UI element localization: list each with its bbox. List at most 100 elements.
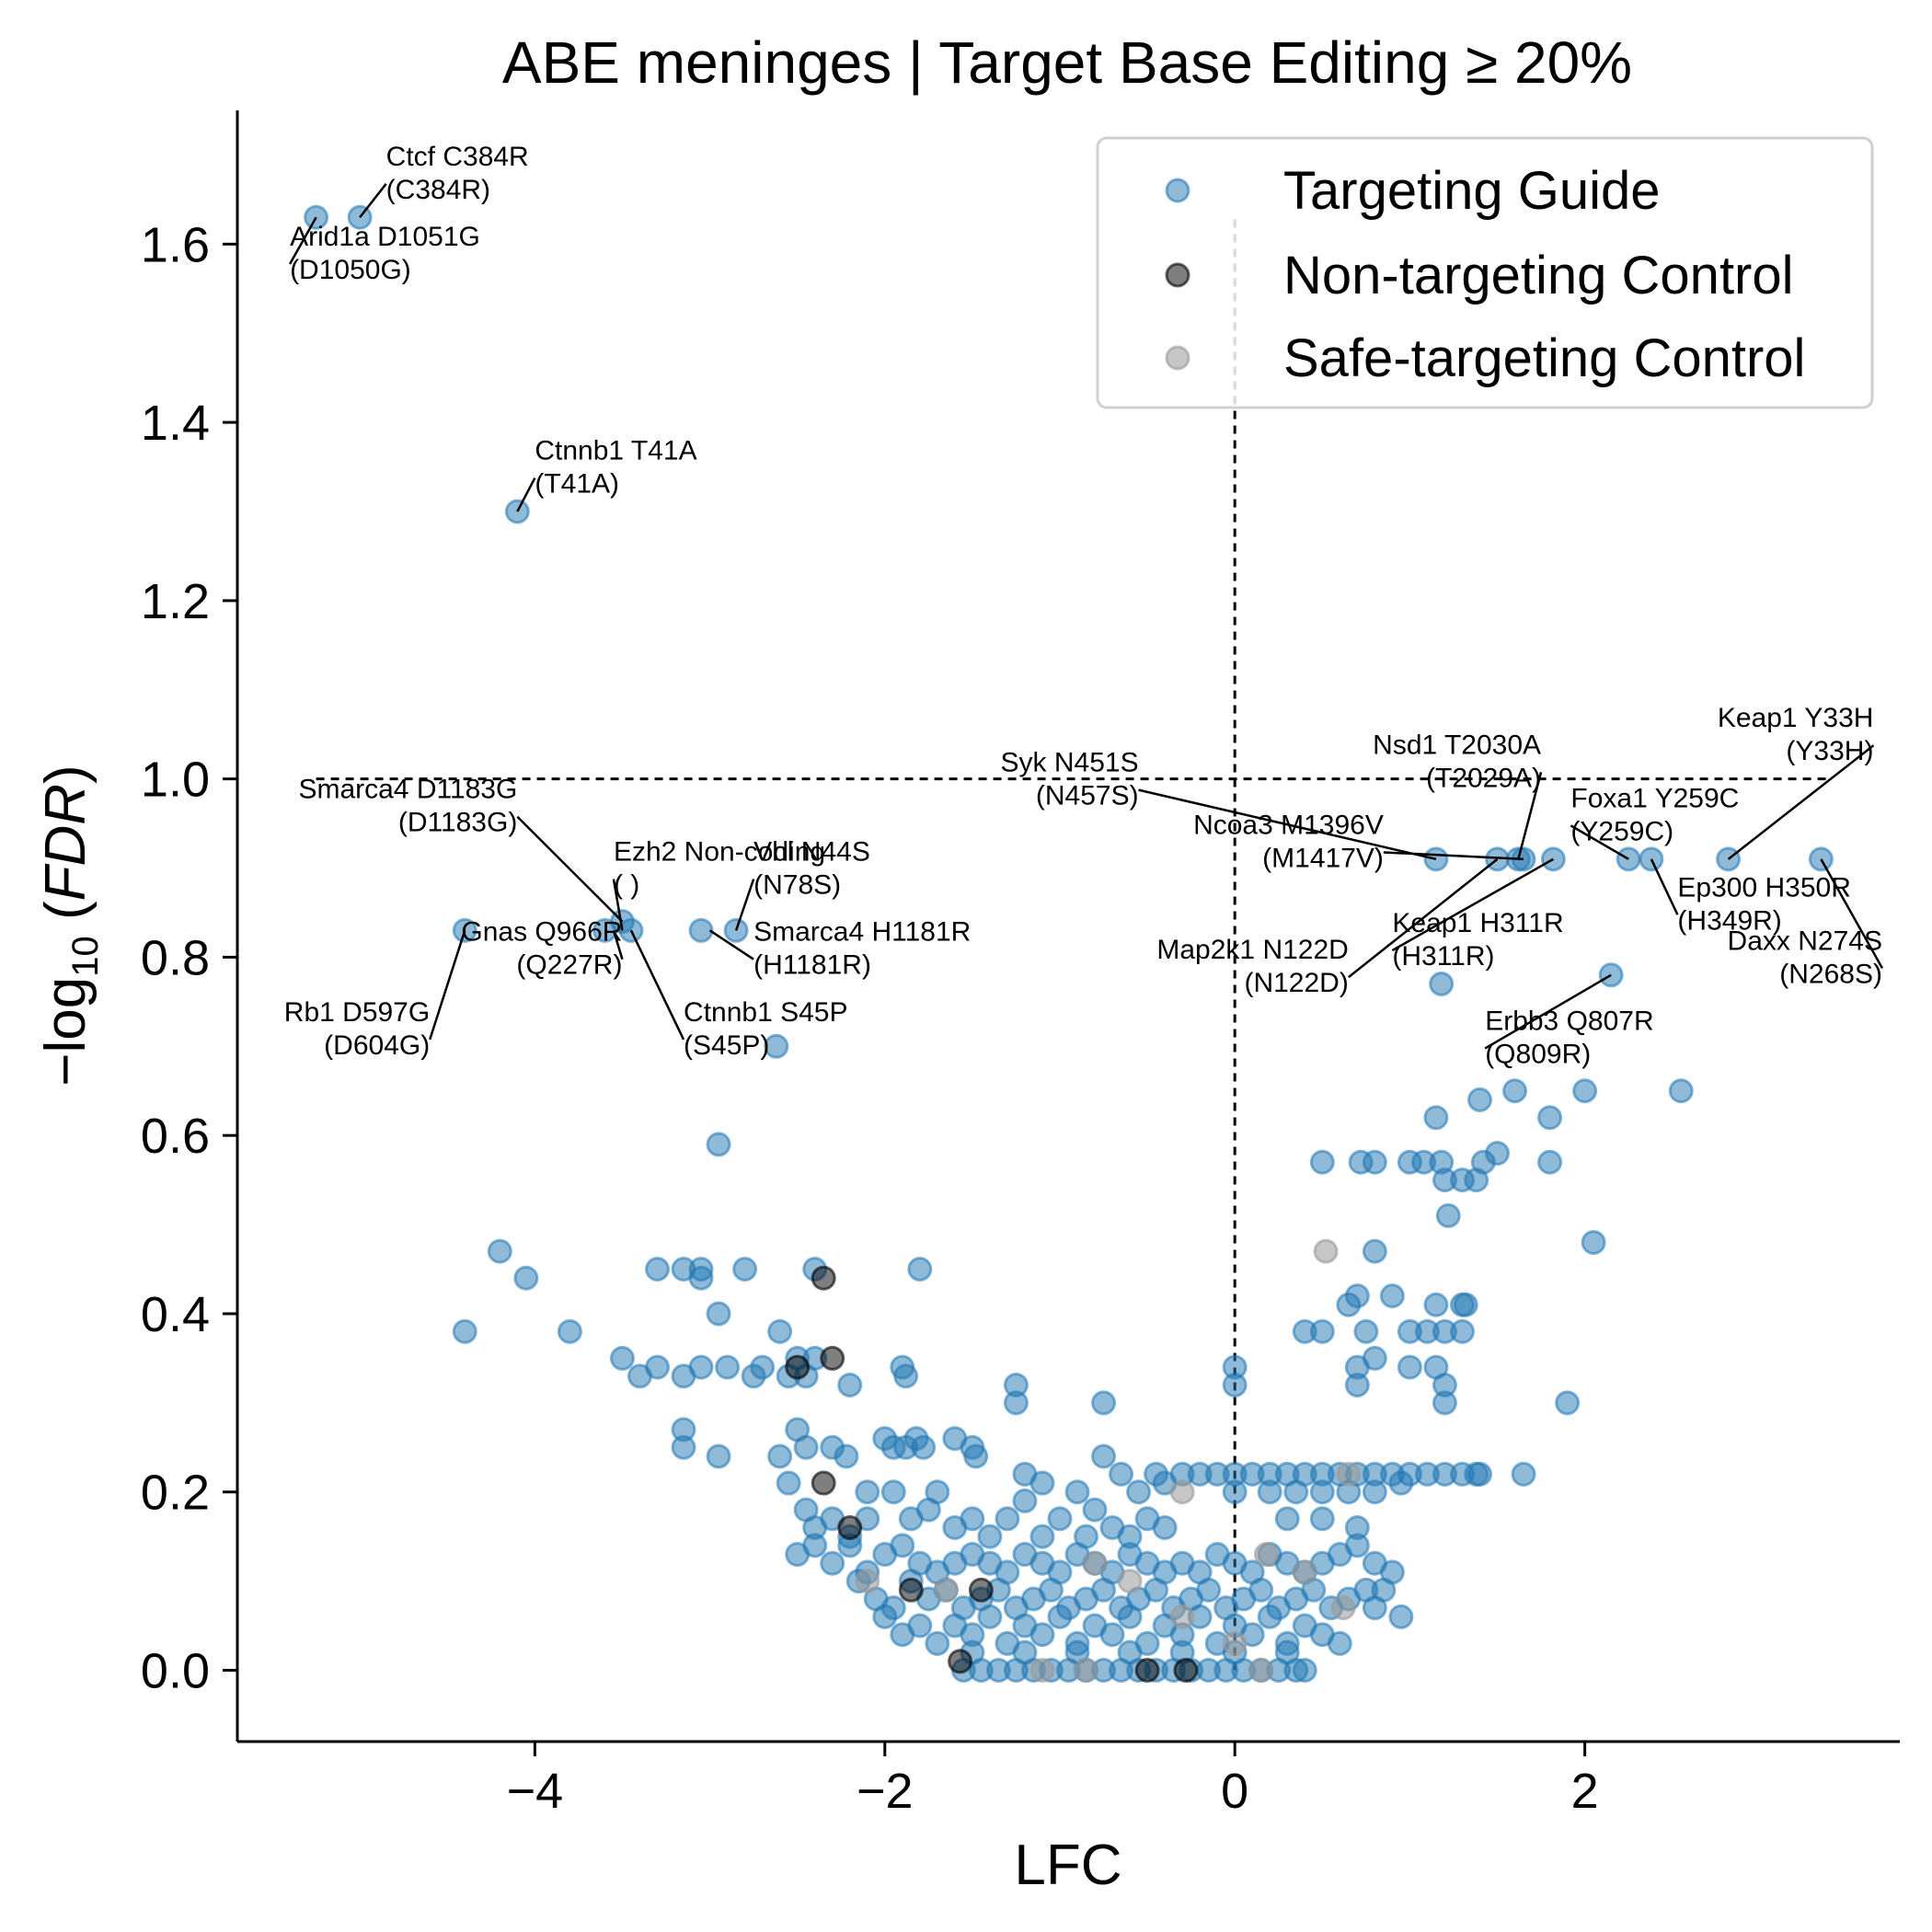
x-tick-label: −2	[857, 1764, 914, 1819]
data-points	[304, 204, 1834, 1683]
annotation-variant-label: (H311R)	[1392, 941, 1494, 972]
targeting-point	[1555, 1390, 1581, 1416]
annotation-leader-line	[1517, 771, 1543, 860]
annotation-gene-label: Erbb3 Q807R	[1485, 1006, 1653, 1037]
legend-label-safe: Safe-targeting Control	[1283, 328, 1805, 388]
targeting-point	[1309, 1149, 1335, 1175]
targeting-point	[513, 1265, 539, 1291]
targeting-point	[925, 1479, 950, 1505]
targeting-point	[715, 1354, 741, 1380]
annotation-variant-label: (Q809R)	[1485, 1040, 1591, 1070]
annotation-variant-label: (N122D)	[1244, 968, 1348, 998]
legend: Targeting Guide Non-targeting Control Safe…	[1096, 136, 1874, 409]
annotation-gene-label: Rb1 D597G	[284, 997, 430, 1028]
targeting-point	[1117, 1604, 1143, 1629]
x-axis-label: LFC	[1014, 1834, 1121, 1897]
targeting-point	[837, 1372, 863, 1397]
targeting-point	[1309, 1479, 1335, 1505]
legend-label-targeting: Targeting Guide	[1283, 161, 1660, 221]
targeting-point	[1292, 1657, 1317, 1683]
nontargeting-point	[811, 1265, 836, 1291]
annotation-leader-line	[629, 929, 685, 1041]
targeting-point	[977, 1524, 1003, 1549]
annotation-variant-label: (H349R)	[1677, 905, 1781, 936]
targeting-point	[855, 1479, 880, 1505]
targeting-point	[1274, 1639, 1300, 1665]
targeting-point	[1388, 1604, 1414, 1629]
safe-point	[1292, 1559, 1317, 1585]
annotation-leader-line	[429, 929, 466, 1041]
targeting-point	[1257, 1479, 1282, 1505]
y-tick-label: 1.4	[141, 396, 210, 451]
annotation-variant-label: (S45P)	[684, 1030, 769, 1061]
targeting-point	[1581, 1229, 1606, 1255]
targeting-point	[1029, 1470, 1055, 1496]
nontargeting-point	[948, 1649, 973, 1674]
annotation-gene-label: Smarca4 D1183G	[298, 775, 517, 805]
targeting-point	[767, 1318, 793, 1344]
nontargeting-point	[898, 1577, 924, 1603]
targeting-point	[706, 1301, 731, 1327]
targeting-point	[1362, 1149, 1387, 1175]
safe-point	[1074, 1657, 1099, 1683]
legend-marker-targeting	[1165, 178, 1190, 203]
annotation-variant-label: (Q227R)	[516, 950, 622, 981]
annotation-leader-line	[734, 879, 755, 931]
legend-marker-nontargeting	[1165, 262, 1190, 288]
targeting-point	[1082, 1497, 1108, 1523]
safe-point	[1169, 1604, 1195, 1629]
targeting-point	[487, 1238, 512, 1264]
targeting-point	[1344, 1283, 1370, 1309]
targeting-point	[688, 1265, 714, 1291]
annotation-gene-label: Syk N451S	[1001, 748, 1139, 778]
y-tick-label: 0.2	[141, 1466, 210, 1521]
targeting-point	[925, 1630, 950, 1656]
x-tick-label: 0	[1221, 1764, 1248, 1819]
safe-point	[1313, 1238, 1339, 1264]
targeting-point	[1222, 1354, 1248, 1380]
safe-point	[1248, 1657, 1274, 1683]
chart-title: ABE meninges | Target Base Editing ≥ 20%	[502, 29, 1632, 96]
targeting-point	[767, 1443, 793, 1469]
safe-point	[1082, 1550, 1108, 1576]
annotation-variant-label: (D1183G)	[398, 808, 518, 838]
annotation-variant-label: (M1417V)	[1262, 843, 1384, 873]
targeting-point	[960, 1506, 985, 1532]
ticks: −4 −2 0 2 0.0 0.2 0.4 0.6 0.8 1.0 1.2 1.4 1.6	[141, 217, 1599, 1819]
y-axis-label: −log10 (FDR)	[34, 765, 106, 1086]
targeting-point	[1109, 1461, 1134, 1487]
y-tick-label: 1.2	[141, 574, 210, 629]
targeting-point	[1283, 1479, 1309, 1505]
targeting-point	[1537, 1105, 1563, 1131]
targeting-point	[1362, 1238, 1387, 1264]
targeting-point	[1327, 1630, 1352, 1656]
targeting-point	[880, 1479, 906, 1505]
annotation-variant-label: (D1050G)	[290, 255, 411, 285]
targeting-point	[776, 1470, 801, 1496]
annotation-gene-label: Arid1a D1051G	[290, 222, 480, 252]
svg-text:−log10 (FDR): −log10 (FDR)	[34, 765, 106, 1086]
nontargeting-point	[1134, 1657, 1160, 1683]
targeting-point	[1047, 1506, 1073, 1532]
point-annotations: Ctcf C384R(C384R) Arid1a D1051G(D1050G) Ct…	[284, 142, 1884, 1070]
annotation-gene-label: Smarca4 H1181R	[753, 917, 971, 948]
safe-point	[1336, 1461, 1362, 1487]
targeting-point	[1362, 1479, 1387, 1505]
y-tick-label: 0.0	[141, 1643, 210, 1698]
legend-box	[1096, 136, 1874, 409]
targeting-point	[1091, 1390, 1117, 1416]
annotation-gene-label: Ctnnb1 S45P	[684, 997, 847, 1028]
targeting-point	[1668, 1078, 1694, 1104]
targeting-point	[1466, 1087, 1492, 1112]
annotation-leader-line	[1650, 858, 1679, 915]
targeting-point	[1064, 1479, 1090, 1505]
safe-point	[933, 1577, 959, 1603]
y-tick-label: 1.0	[141, 753, 210, 808]
annotation-gene-label: Nsd1 T2030A	[1373, 730, 1541, 760]
targeting-point	[452, 1318, 477, 1344]
x-tick-label: 2	[1571, 1764, 1599, 1819]
targeting-point	[1144, 1577, 1169, 1603]
targeting-point	[1099, 1622, 1125, 1648]
annotation-gene-label: Gnas Q966R	[461, 917, 622, 948]
targeting-point	[1435, 1202, 1461, 1228]
